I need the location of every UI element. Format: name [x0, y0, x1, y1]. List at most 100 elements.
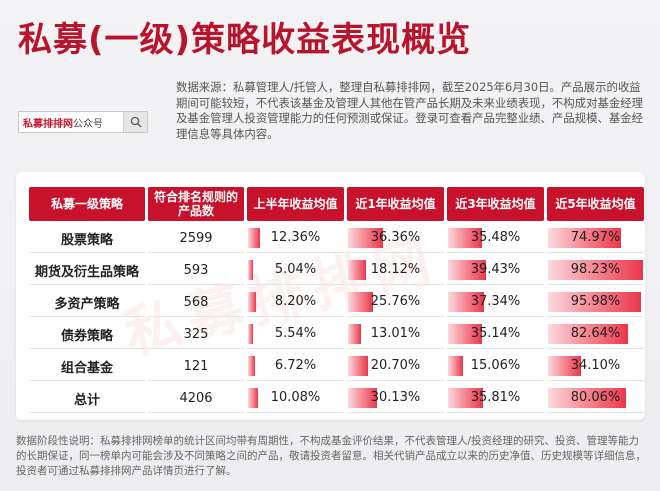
return-bar: [448, 388, 483, 408]
return-bar: [248, 324, 254, 344]
return-bar: [448, 260, 487, 280]
strategy-name: 多资产策略: [29, 288, 145, 317]
product-count: 593: [148, 256, 244, 285]
return-value: 95.98%: [570, 294, 621, 309]
return-value: 6.72%: [274, 358, 317, 373]
return-bar: [448, 356, 463, 376]
return-value: 30.13%: [370, 390, 421, 405]
return-cell-y1: 25.76%: [347, 288, 444, 317]
strategy-name: 债券策略: [29, 320, 145, 349]
search-brand-text: 私募排排网: [23, 118, 73, 130]
return-bar: [348, 292, 373, 312]
return-bar: [248, 228, 260, 248]
return-cell-h1: 8.20%: [247, 288, 344, 317]
strategy-name: 股票策略: [29, 224, 145, 253]
return-bar: [248, 292, 256, 312]
table-header-row: 私募一级策略 符合排名规则的产品数 上半年收益均值 近1年收益均值 近3年收益均…: [29, 187, 644, 221]
return-value: 13.01%: [370, 326, 421, 341]
return-value: 15.06%: [470, 358, 521, 373]
return-value: 5.04%: [274, 262, 317, 277]
return-cell-h1: 5.04%: [247, 256, 344, 285]
strategy-name: 期货及衍生品策略: [29, 256, 145, 285]
product-count: 568: [148, 288, 244, 317]
table-row: 债券策略 325 5.54% 13.01% 35.14% 82.64%: [29, 320, 644, 349]
return-bar: [448, 292, 485, 312]
table-row: 期货及衍生品策略 593 5.04% 18.12% 39.43% 98.23%: [29, 256, 644, 285]
header-h1: 上半年收益均值: [247, 187, 344, 221]
strategy-name: 总计: [29, 384, 145, 413]
return-cell-y5: 80.06%: [547, 384, 644, 413]
table-row: 股票策略 2599 12.36% 36.36% 35.48% 74.97%: [29, 224, 644, 253]
search-box[interactable]: 私募排排网 公众号: [18, 111, 148, 133]
table-row: 组合基金 121 6.72% 20.70% 15.06% 34.10%: [29, 352, 644, 381]
product-count: 325: [148, 320, 244, 349]
product-count: 2599: [148, 224, 244, 253]
return-cell-y5: 98.23%: [547, 256, 644, 285]
return-value: 12.36%: [270, 230, 321, 245]
header-1y: 近1年收益均值: [347, 187, 444, 221]
disclaimer-footer: 数据阶段性说明：私募排排网榜单的统计区间均带有周期性，不构成基金评价结果，不代表…: [16, 435, 646, 477]
return-value: 35.14%: [470, 326, 521, 341]
return-cell-h1: 5.54%: [247, 320, 344, 349]
return-bar: [548, 260, 644, 280]
return-bar: [348, 228, 384, 248]
return-bar: [348, 356, 369, 376]
strategy-name: 组合基金: [29, 352, 145, 381]
return-cell-y5: 95.98%: [547, 288, 644, 317]
return-cell-y1: 13.01%: [347, 320, 444, 349]
strategy-table: 私募一级策略 符合排名规则的产品数 上半年收益均值 近1年收益均值 近3年收益均…: [26, 184, 647, 416]
return-value: 8.20%: [274, 294, 317, 309]
return-bar: [248, 388, 258, 408]
return-value: 5.54%: [274, 326, 317, 341]
return-cell-y1: 36.36%: [347, 224, 444, 253]
header-count: 符合排名规则的产品数: [148, 187, 244, 221]
table-row: 多资产策略 568 8.20% 25.76% 37.34% 95.98%: [29, 288, 644, 317]
return-value: 98.23%: [570, 262, 621, 277]
return-bar: [548, 292, 642, 312]
return-value: 25.76%: [370, 294, 421, 309]
search-suffix-text: 公众号: [73, 118, 103, 130]
return-value: 10.08%: [270, 390, 321, 405]
return-cell-y5: 82.64%: [547, 320, 644, 349]
return-value: 20.70%: [370, 358, 421, 373]
return-cell-y1: 20.70%: [347, 352, 444, 381]
return-cell-y3: 35.48%: [447, 224, 544, 253]
return-cell-y1: 18.12%: [347, 256, 444, 285]
return-bar: [348, 324, 361, 344]
return-cell-y1: 30.13%: [347, 384, 444, 413]
return-bar: [248, 356, 255, 376]
return-value: 35.81%: [470, 390, 521, 405]
return-cell-y3: 37.34%: [447, 288, 544, 317]
return-value: 80.06%: [570, 390, 621, 405]
return-value: 35.48%: [470, 230, 521, 245]
return-bar: [548, 324, 629, 344]
return-bar: [348, 260, 366, 280]
table-row: 总计 4206 10.08% 30.13% 35.81% 80.06%: [29, 384, 644, 413]
return-value: 39.43%: [470, 262, 521, 277]
return-bar: [248, 260, 253, 280]
search-button[interactable]: [123, 112, 147, 132]
header-5y: 近5年收益均值: [547, 187, 644, 221]
return-bar: [548, 388, 626, 408]
return-value: 18.12%: [370, 262, 421, 277]
return-bar: [448, 228, 483, 248]
return-bar: [548, 356, 582, 376]
return-bar: [348, 388, 378, 408]
return-bar: [448, 324, 483, 344]
return-cell-y3: 39.43%: [447, 256, 544, 285]
header-3y: 近3年收益均值: [447, 187, 544, 221]
return-value: 36.36%: [370, 230, 421, 245]
return-cell-h1: 6.72%: [247, 352, 344, 381]
return-cell-y3: 35.81%: [447, 384, 544, 413]
product-count: 121: [148, 352, 244, 381]
return-value: 74.97%: [570, 230, 621, 245]
product-count: 4206: [148, 384, 244, 413]
return-value: 34.10%: [570, 358, 621, 373]
return-cell-y5: 74.97%: [547, 224, 644, 253]
return-cell-h1: 10.08%: [247, 384, 344, 413]
header-strategy: 私募一级策略: [29, 187, 145, 221]
return-value: 37.34%: [470, 294, 521, 309]
return-bar: [548, 228, 621, 248]
page-title: 私募(一级)策略收益表现概览: [18, 20, 472, 60]
search-icon: [130, 116, 142, 128]
